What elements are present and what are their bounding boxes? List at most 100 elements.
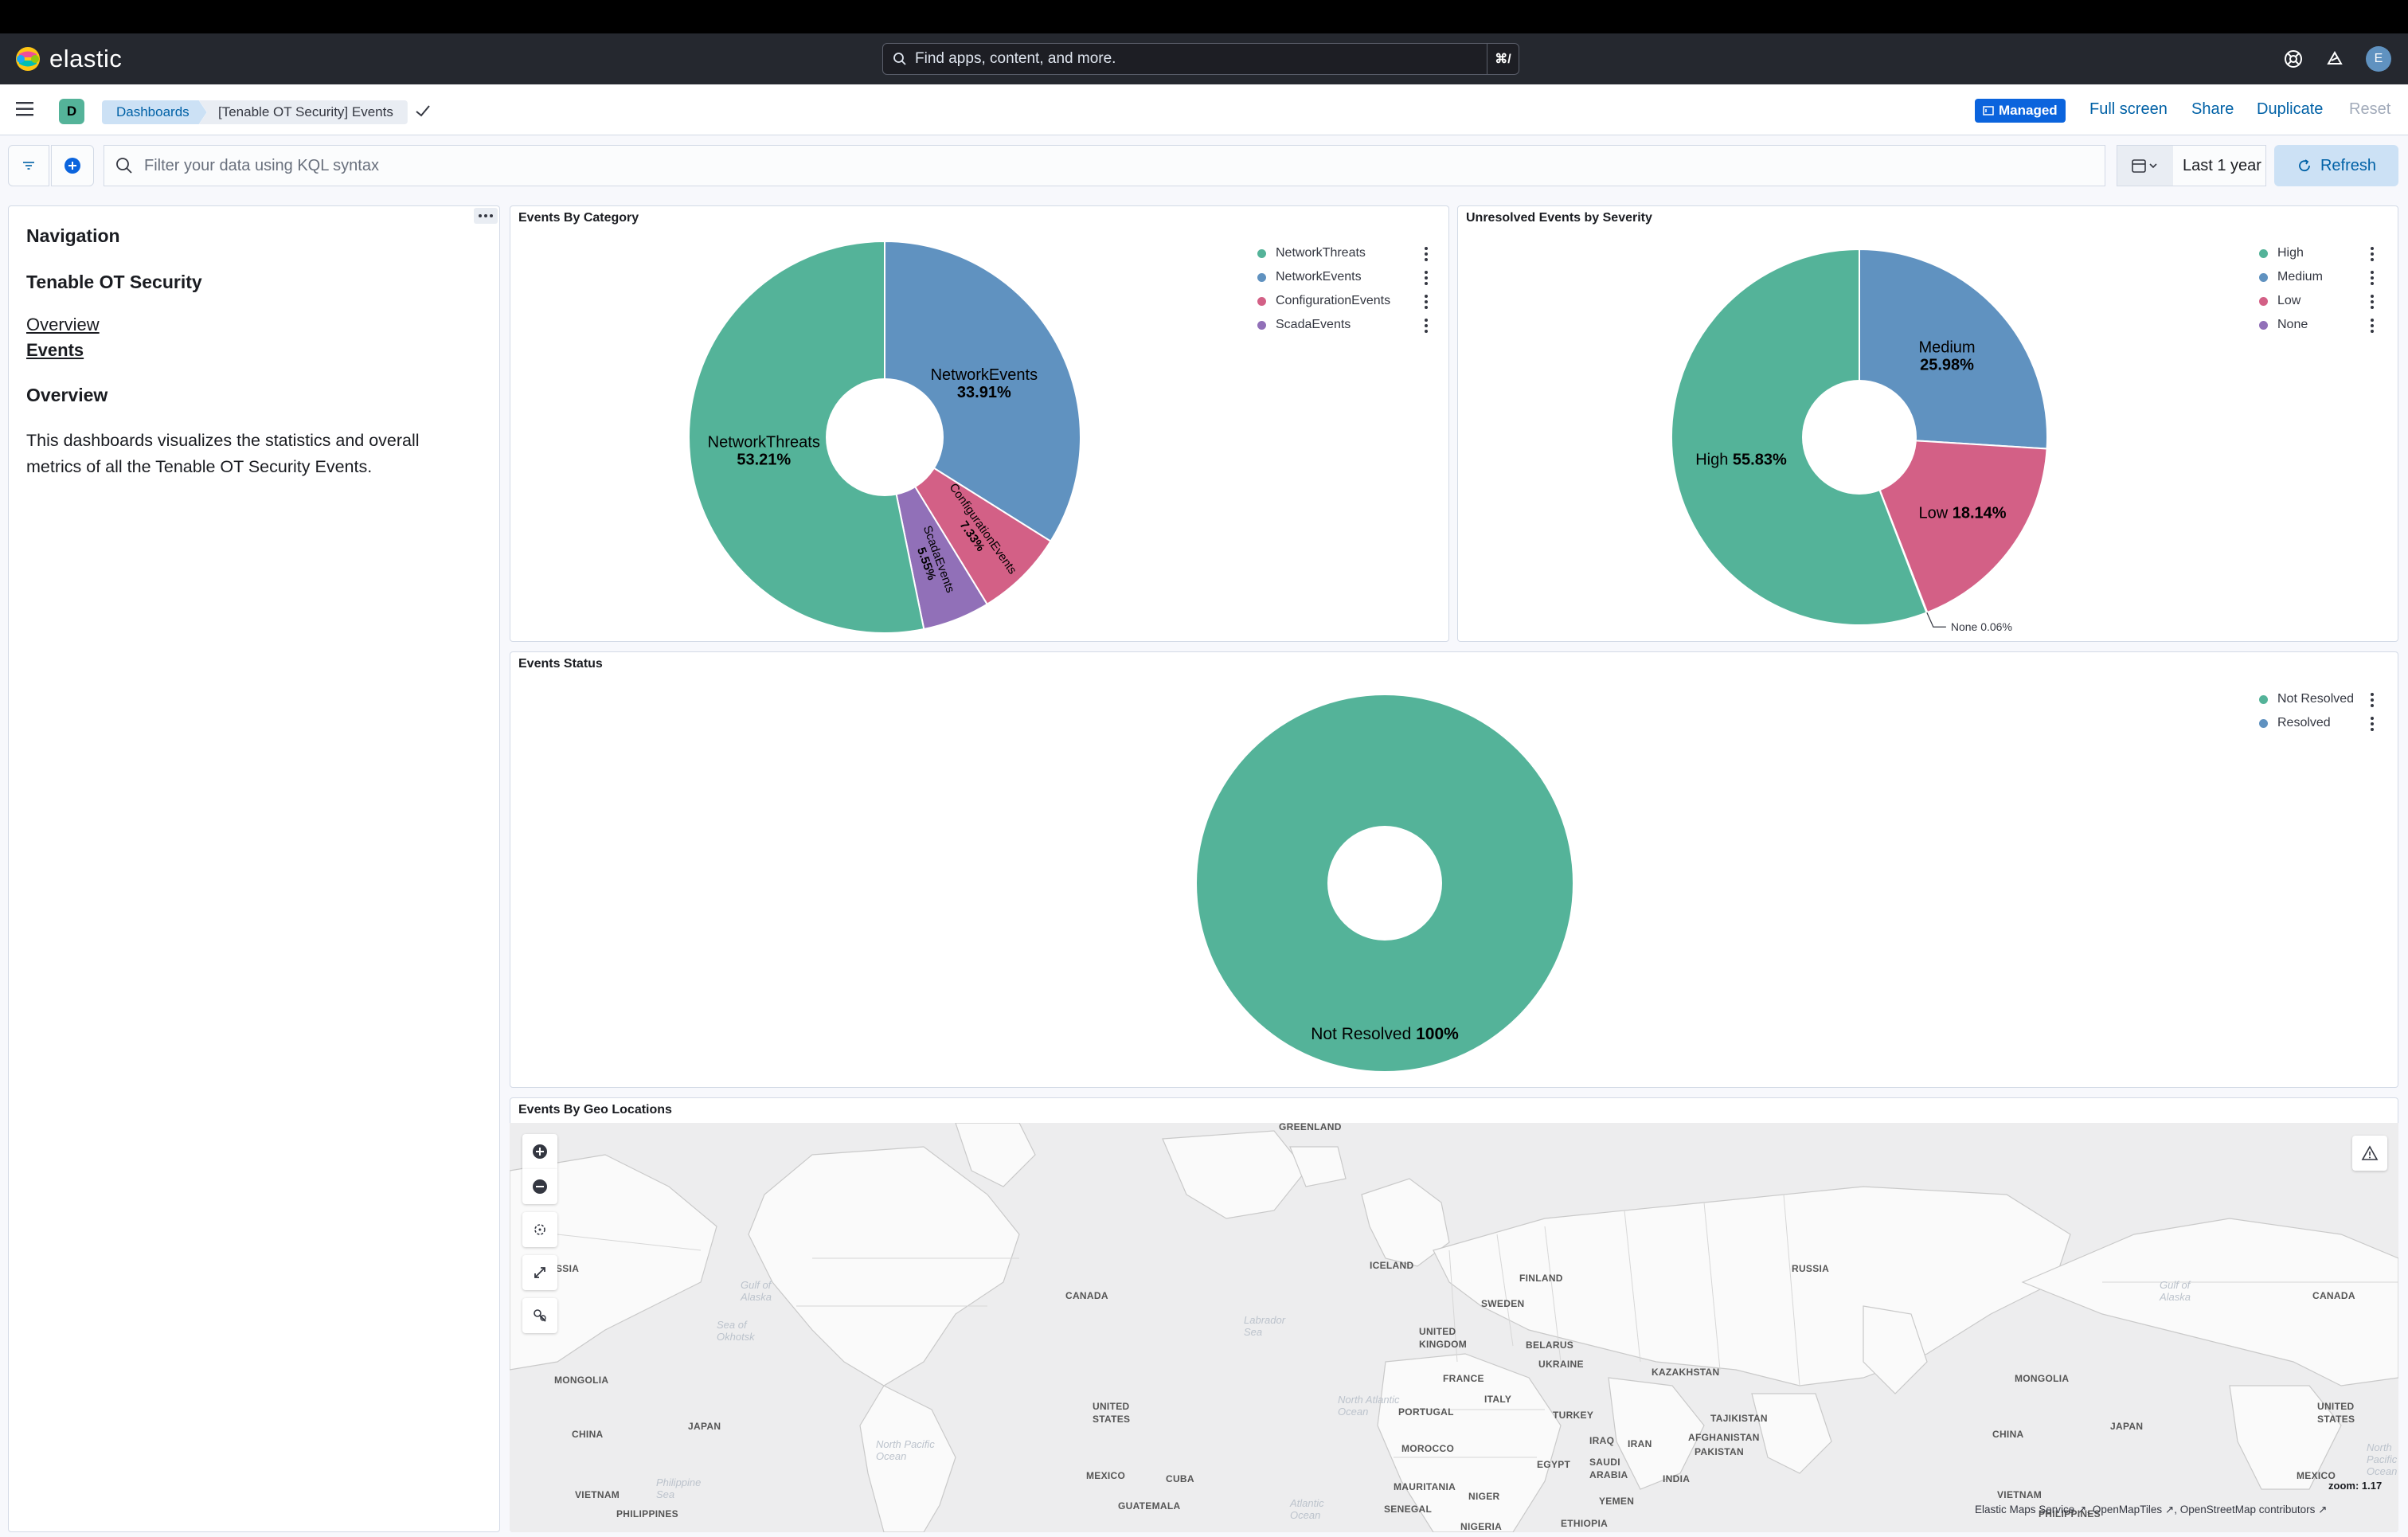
events-status-panel: Events Status Not Resolved 100% Not Reso… <box>510 651 2398 1088</box>
duplicate-button[interactable]: Duplicate <box>2257 100 2324 118</box>
map-label: MONGOLIA <box>554 1375 609 1386</box>
legend-item[interactable]: Resolved <box>2259 711 2394 735</box>
ocean-label: Gulf of Alaska <box>741 1279 772 1303</box>
navigation-panel: Navigation Tenable OT Security Overview … <box>8 205 500 1532</box>
overview-section-title: Overview <box>26 385 108 405</box>
refresh-button[interactable]: Refresh <box>2274 145 2398 186</box>
category-legend: NetworkThreats NetworkEvents Configurati… <box>1257 241 1428 337</box>
pie-slice-low[interactable] <box>1858 436 2048 614</box>
fit-to-data-button[interactable] <box>522 1212 557 1247</box>
draw-distance-button[interactable] <box>522 1255 557 1290</box>
map-label: VIETNAM <box>575 1489 620 1500</box>
map-label: ICELAND <box>1370 1260 1414 1271</box>
slice-label: High 55.83% <box>1695 451 1787 468</box>
attribution-link[interactable]: OpenStreetMap contributors <box>2179 1504 2316 1515</box>
kql-search-input[interactable]: Filter your data using KQL syntax <box>104 145 2105 186</box>
map-landmass <box>510 1123 2398 1532</box>
map-label: JAPAN <box>688 1421 721 1432</box>
refresh-label: Refresh <box>2320 156 2377 174</box>
map-label: RUSSIA <box>1792 1263 1830 1274</box>
global-search-input[interactable]: Find apps, content, and more. ⌘/ <box>882 43 1519 75</box>
nav-link-events[interactable]: Events <box>26 340 84 360</box>
breadcrumb-dashboards[interactable]: Dashboards <box>102 100 207 124</box>
donut-hole <box>1802 380 1917 495</box>
zoom-out-button[interactable] <box>522 1169 557 1204</box>
breadcrumb-current-dashboard: [Tenable OT Security] Events <box>199 100 408 124</box>
zoom-out-icon <box>533 1179 547 1194</box>
events-by-category-panel: Events By Category NetworkEvents 33.91% Co… <box>510 205 1449 642</box>
expand-icon <box>534 1267 545 1278</box>
managed-badge: Managed <box>1975 99 2066 123</box>
quick-select-button[interactable] <box>2117 146 2173 186</box>
map-label: CHINA <box>1992 1429 2024 1440</box>
elastic-logo[interactable]: elastic <box>14 45 122 73</box>
layer-warning-button[interactable] <box>2352 1136 2387 1171</box>
status-legend: Not Resolved Resolved <box>2259 687 2394 735</box>
search-shortcut: ⌘/ <box>1487 44 1519 74</box>
newsfeed-icon[interactable] <box>2320 45 2349 73</box>
severity-legend: High Medium Low None <box>2259 241 2394 337</box>
legend-item[interactable]: NetworkEvents <box>1257 265 1428 289</box>
map-label: BELARUS <box>1526 1339 1574 1351</box>
map-label: INDIA <box>1663 1473 1691 1484</box>
map-label: GUATEMALA <box>1118 1500 1181 1512</box>
legend-item[interactable]: ConfigurationEvents <box>1257 289 1428 313</box>
nav-heading: Navigation <box>26 225 120 246</box>
map-label: MEXICO <box>2297 1470 2336 1481</box>
nav-link-overview[interactable]: Overview <box>26 315 100 334</box>
warning-icon <box>2361 1145 2379 1160</box>
map-label: TAJIKISTAN <box>1710 1413 1768 1424</box>
add-filter-button[interactable] <box>51 145 94 186</box>
pie-slice-networkthreats[interactable] <box>688 240 925 634</box>
legend-item[interactable]: Low <box>2259 289 2394 313</box>
ocean-label: Sea of Okhotsk <box>717 1319 755 1343</box>
map-label: GREENLAND <box>1279 1123 1342 1132</box>
map-label: ETHIOPIA <box>1561 1518 1609 1529</box>
window-top-bar <box>0 0 2408 33</box>
map-label: IRAN <box>1628 1438 1652 1449</box>
date-picker[interactable]: Last 1 year <box>2117 145 2266 186</box>
filter-menu-button[interactable] <box>8 145 49 186</box>
reset-button[interactable]: Reset <box>2349 100 2391 118</box>
slice-label: Low 18.14% <box>1919 505 2007 522</box>
slice-value-label: 100% <box>1416 1025 1459 1043</box>
help-icon[interactable] <box>2279 45 2308 73</box>
map-label: VIETNAM <box>1997 1489 2042 1500</box>
legend-item[interactable]: High <box>2259 241 2394 265</box>
full-screen-button[interactable]: Full screen <box>2089 100 2168 118</box>
pie-slice-high[interactable] <box>1671 248 1928 626</box>
attribution-link[interactable]: OpenMapTiles <box>2092 1504 2163 1515</box>
query-bar: Filter your data using KQL syntax Last 1… <box>0 135 2408 194</box>
legend-item[interactable]: ScadaEvents <box>1257 313 1428 337</box>
managed-label: Managed <box>1999 103 2058 118</box>
search-icon <box>893 53 906 65</box>
hamburger-menu-icon[interactable] <box>16 100 41 123</box>
map-label: CHINA <box>572 1429 604 1440</box>
map-label: UKRAINE <box>1538 1359 1584 1370</box>
legend-item[interactable]: Not Resolved <box>2259 687 2394 711</box>
slice-value-label: 33.91% <box>957 384 1011 401</box>
attribution-link[interactable]: Elastic Maps Service <box>1975 1504 2075 1515</box>
ocean-label: Labrador Sea <box>1244 1314 1286 1338</box>
user-avatar[interactable]: E <box>2366 46 2391 72</box>
severity-panel: Unresolved Events by Severity Medium 25.9… <box>1457 205 2398 642</box>
pie-slice-medium[interactable] <box>1859 248 2048 450</box>
space-avatar[interactable]: D <box>59 99 84 124</box>
panel-options-button[interactable] <box>474 208 498 224</box>
search-placeholder: Find apps, content, and more. <box>915 50 1116 67</box>
map-label: PAKISTAN <box>1695 1446 1744 1457</box>
share-button[interactable]: Share <box>2191 100 2234 118</box>
legend-item[interactable]: Medium <box>2259 265 2394 289</box>
ocean-label: North Atlantic Ocean <box>1338 1394 1400 1418</box>
legend-item[interactable]: None <box>2259 313 2394 337</box>
map-label: SENEGAL <box>1384 1504 1433 1515</box>
time-range-label[interactable]: Last 1 year <box>2183 156 2261 174</box>
map-label: PORTUGAL <box>1398 1406 1454 1418</box>
zoom-in-button[interactable] <box>522 1134 557 1169</box>
tools-button[interactable] <box>522 1298 557 1333</box>
world-map[interactable]: GREENLAND ICELAND FINLAND RUSSIA SWEDEN … <box>510 1123 2398 1532</box>
legend-item[interactable]: NetworkThreats <box>1257 241 1428 265</box>
brand-name: elastic <box>49 45 123 72</box>
ocean-label: Philippine Sea <box>656 1476 702 1500</box>
